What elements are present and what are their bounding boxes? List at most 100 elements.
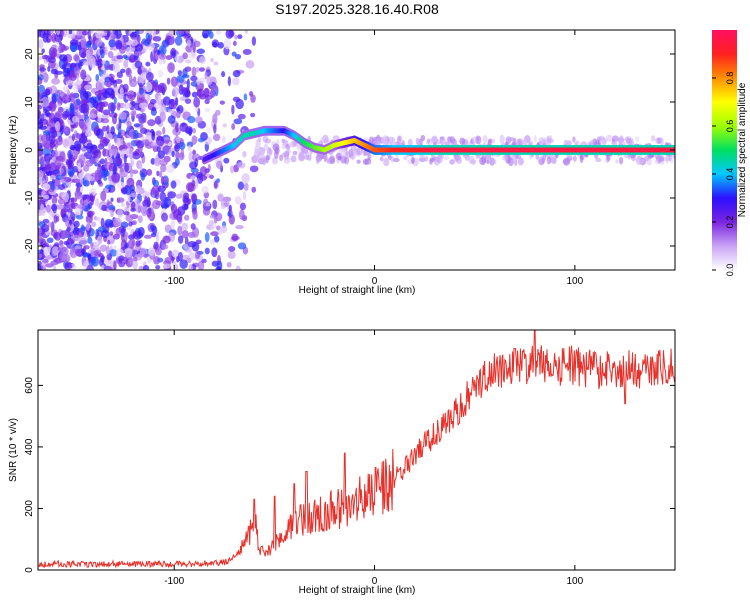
noise-mark — [168, 141, 172, 146]
noise-mark — [112, 62, 120, 73]
noise-mark — [100, 190, 107, 202]
noise-mark — [158, 53, 167, 60]
spectrogram-y-axis-label: Frequency (Hz) — [8, 116, 19, 185]
noise-mark — [119, 87, 124, 96]
noise-mark — [59, 167, 64, 175]
noise-mark — [124, 232, 128, 243]
noise-mark — [38, 38, 44, 49]
noise-mark — [112, 165, 117, 176]
noise-mark — [191, 66, 197, 78]
noise-mark — [96, 128, 104, 139]
noise-mark — [130, 201, 136, 211]
noise-mark — [45, 204, 51, 213]
noise-mark — [89, 30, 94, 34]
noise-mark — [198, 67, 206, 72]
noise-mark — [47, 222, 53, 227]
noise-mark — [155, 130, 162, 137]
noise-mark — [315, 154, 323, 163]
noise-mark — [176, 75, 185, 83]
spectrogram-plot-area — [38, 30, 675, 270]
spectrogram-y-ticks: -20 -10 0 10 20 — [24, 48, 675, 253]
noise-mark — [654, 159, 659, 164]
noise-mark — [249, 165, 259, 173]
noise-mark — [155, 136, 165, 147]
noise-mark — [156, 170, 160, 177]
noise-mark — [237, 113, 246, 120]
noise-mark — [192, 153, 201, 162]
colorbar-tick-label: 0.2 — [725, 216, 735, 229]
spectrogram-x-axis-label: Height of straight line (km) — [299, 285, 416, 296]
noise-mark — [492, 159, 497, 165]
noise-mark — [113, 245, 117, 250]
noise-mark — [182, 52, 188, 60]
noise-mark — [236, 161, 246, 169]
noise-mark — [449, 136, 455, 144]
noise-mark — [49, 215, 53, 220]
noise-mark — [237, 34, 243, 40]
noise-mark — [128, 148, 134, 160]
noise-mark — [74, 191, 83, 200]
noise-mark — [232, 40, 237, 46]
noise-mark — [69, 219, 73, 225]
noise-mark — [217, 42, 225, 49]
noise-mark — [87, 210, 94, 218]
noise-mark — [440, 137, 446, 146]
noise-mark — [153, 102, 162, 110]
noise-mark — [54, 70, 63, 75]
noise-mark — [70, 197, 78, 203]
noise-mark — [170, 76, 178, 87]
noise-mark — [168, 250, 173, 258]
noise-mark — [171, 86, 179, 97]
noise-mark — [143, 234, 152, 239]
noise-mark — [43, 246, 49, 256]
noise-mark — [53, 242, 60, 248]
noise-mark — [285, 143, 291, 150]
noise-mark — [94, 162, 99, 167]
noise-mark — [62, 138, 69, 148]
noise-mark — [227, 76, 232, 87]
noise-mark — [116, 137, 121, 147]
noise-mark — [44, 163, 52, 170]
noise-mark — [120, 68, 126, 74]
noise-mark — [85, 118, 92, 128]
noise-mark — [146, 168, 153, 176]
noise-mark — [292, 150, 298, 156]
noise-mark — [158, 170, 163, 178]
noise-mark — [235, 265, 241, 270]
noise-mark — [368, 154, 372, 160]
noise-mark — [195, 178, 199, 189]
noise-mark — [130, 110, 137, 117]
noise-mark — [128, 256, 133, 265]
noise-mark — [468, 155, 475, 164]
noise-mark — [213, 235, 220, 243]
noise-mark — [38, 150, 44, 157]
noise-mark — [155, 265, 161, 270]
noise-mark — [63, 176, 72, 183]
noise-mark — [618, 136, 624, 144]
noise-mark — [147, 43, 156, 50]
noise-mark — [192, 210, 198, 220]
noise-mark — [53, 264, 57, 270]
noise-mark — [237, 242, 247, 250]
noise-mark — [125, 214, 134, 222]
noise-mark — [256, 153, 263, 160]
snr-y-axis-label: SNR (10 * v/v) — [8, 418, 19, 482]
noise-mark — [187, 240, 197, 248]
noise-mark — [572, 136, 576, 143]
noise-mark — [219, 100, 225, 105]
noise-mark — [60, 175, 65, 184]
noise-mark — [120, 202, 126, 207]
noise-mark — [44, 88, 51, 96]
noise-mark — [193, 96, 201, 108]
noise-mark — [194, 157, 199, 168]
noise-mark — [68, 93, 75, 102]
noise-mark — [55, 30, 61, 36]
noise-mark — [149, 98, 157, 105]
noise-mark — [172, 260, 177, 267]
noise-mark — [61, 111, 70, 118]
noise-mark — [171, 150, 175, 158]
noise-mark — [47, 56, 57, 64]
noise-mark — [612, 135, 619, 142]
noise-mark — [456, 157, 463, 164]
noise-mark — [650, 135, 656, 142]
